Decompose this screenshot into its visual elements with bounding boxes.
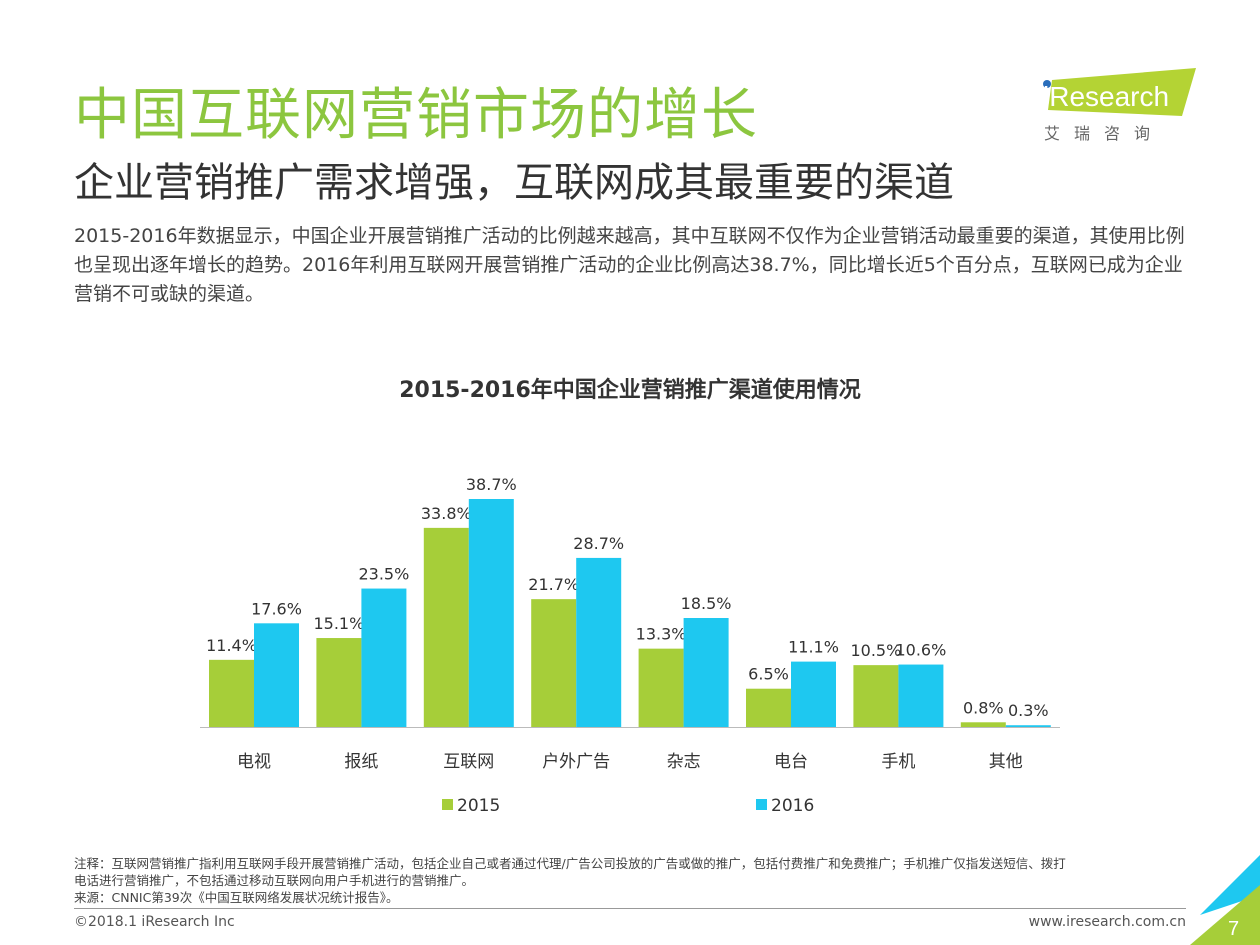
data-label: 6.5%: [748, 665, 789, 684]
bar-chart: 11.4% 17.6% 电视 15.1% 23.5% 报纸 33.8% 38.7% 互联网 21.…: [200, 475, 1060, 816]
page-title: 中国互联网营销市场的增长: [74, 83, 758, 148]
category-label: 杂志: [667, 752, 701, 772]
bar-2015: [423, 527, 469, 727]
svg-text:艾瑞咨询: 艾瑞咨询: [1044, 124, 1164, 143]
corner-decoration: 7: [1190, 855, 1260, 945]
bar-2016: [683, 618, 729, 727]
data-label: 33.8%: [421, 504, 472, 523]
category-label: 电台: [774, 752, 808, 772]
bar-2016: [1005, 725, 1051, 727]
bar-2016: [468, 499, 514, 727]
bar-2016: [576, 557, 622, 727]
bar-2016: [254, 623, 299, 727]
note-text: 电话进行营销推广，不包括通过移动互联网向用户手机进行的营销推广。: [74, 873, 475, 888]
note-text: 注释：互联网营销推广指利用互联网手段开展营销推广活动，包括企业自己或者通过代理/…: [74, 856, 1066, 871]
bar-2016: [898, 664, 944, 727]
bar-2015: [746, 688, 791, 727]
iresearch-logo: iResearch 艾瑞咨询: [1043, 68, 1196, 143]
bar-2015: [960, 722, 1006, 727]
page-subtitle: 企业营销推广需求增强，互联网成其最重要的渠道: [74, 160, 954, 206]
category-label: 户外广告: [542, 752, 610, 772]
data-label: 11.1%: [788, 638, 839, 657]
data-label: 23.5%: [358, 565, 409, 584]
divider: [74, 908, 1186, 909]
category-label: 互联网: [443, 752, 494, 772]
legend-swatch-2015: [442, 799, 453, 810]
chart-title: 2015-2016年中国企业营销推广渠道使用情况: [399, 378, 861, 403]
data-label: 38.7%: [466, 475, 517, 494]
svg-text:iResearch: iResearch: [1043, 81, 1169, 112]
bar-2015: [638, 648, 684, 727]
category-label: 其他: [989, 752, 1023, 772]
data-label: 18.5%: [681, 594, 732, 613]
category-label: 报纸: [344, 752, 378, 772]
legend-label: 2016: [771, 796, 814, 816]
category-label: 手机: [881, 752, 915, 772]
bar-2015: [531, 599, 577, 727]
category-label: 电视: [237, 752, 271, 772]
bar-2015: [853, 665, 899, 727]
description: 2015-2016年数据显示，中国企业开展营销推广活动的比例越来越高，其中互联网…: [74, 225, 1185, 305]
legend-label: 2015: [457, 796, 500, 816]
source-text: 来源：CNNIC第39次《中国互联网络发展状况统计报告》。: [74, 890, 399, 905]
data-label: 28.7%: [573, 534, 624, 553]
copyright: ©2018.1 iResearch Inc: [74, 914, 235, 930]
bar-2016: [791, 661, 836, 727]
data-label: 15.1%: [313, 614, 364, 633]
data-label: 11.4%: [206, 636, 257, 655]
page-number: 7: [1228, 918, 1239, 940]
legend-swatch-2016: [756, 799, 767, 810]
data-label: 21.7%: [528, 575, 579, 594]
data-label: 13.3%: [636, 625, 687, 644]
bar-2016: [361, 588, 407, 727]
website-link[interactable]: www.iresearch.com.cn: [1028, 914, 1186, 930]
bar-2015: [209, 659, 254, 727]
data-label: 10.5%: [850, 641, 901, 660]
bar-2015: [316, 638, 362, 727]
data-label: 10.6%: [895, 641, 946, 660]
data-label: 0.3%: [1008, 701, 1049, 720]
data-label: 0.8%: [963, 698, 1004, 717]
data-label: 17.6%: [251, 599, 302, 618]
